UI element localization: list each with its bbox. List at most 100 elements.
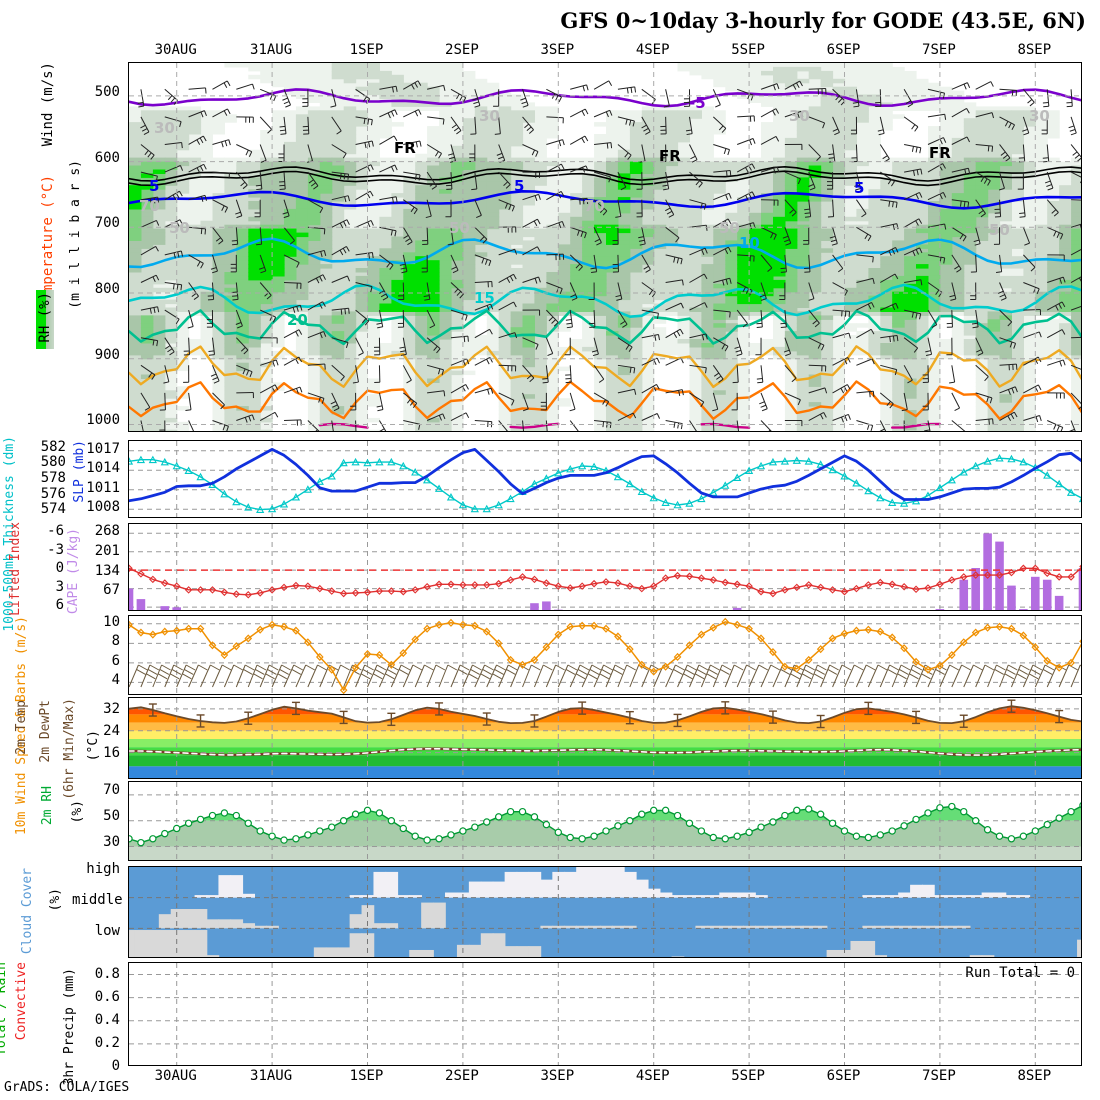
li-marker: [435, 580, 443, 589]
cape-lifted-index-panel[interactable]: [128, 523, 1082, 611]
rh-marker: [626, 817, 634, 825]
cape-bar: [160, 606, 170, 610]
contour-label: FR: [929, 144, 951, 162]
wind-marker: [375, 650, 384, 660]
cape-y-axis-ticks: 268 201 134 67: [84, 520, 124, 615]
li-marker: [1019, 564, 1028, 573]
thickness-marker: [1007, 454, 1016, 463]
axis-tick-4: 4: [111, 672, 120, 689]
wind-marker: [661, 662, 670, 671]
li-marker: [924, 584, 932, 592]
date-label-6sep: 6SEP: [826, 42, 861, 58]
li-marker: [232, 590, 241, 598]
axis-tick-800: 800: [94, 281, 120, 298]
wind-marker: [971, 628, 980, 637]
wind-marker: [649, 667, 658, 676]
temp2m-panel[interactable]: [128, 697, 1082, 779]
rh-marker: [948, 802, 956, 811]
date-label-1sep: 1SEP: [349, 1068, 384, 1084]
wind-marker: [757, 634, 765, 643]
thickness-marker: [411, 468, 420, 476]
li-marker: [129, 564, 133, 573]
rh-marker: [816, 810, 825, 818]
thickness-marker: [649, 493, 658, 502]
axis-tick-1017: 1017: [86, 440, 120, 457]
rh-marker: [208, 811, 217, 820]
rh-marker: [1019, 832, 1028, 840]
rh-marker: [745, 828, 753, 837]
thickness-marker: [220, 489, 229, 498]
rh-marker: [149, 835, 157, 843]
wind10m-panel[interactable]: [128, 615, 1082, 695]
wind-marker: [685, 641, 694, 650]
wind-marker: [459, 620, 467, 629]
slp-thickness-panel[interactable]: [128, 440, 1082, 518]
rh-marker: [840, 827, 849, 835]
cape-bar: [1031, 576, 1040, 610]
li-marker: [542, 579, 551, 587]
date-label-7sep: 7SEP: [922, 1068, 956, 1084]
precip-total-label-text: Total / Rain: [0, 962, 9, 1056]
wind-marker: [160, 627, 169, 636]
rh-marker: [494, 813, 503, 821]
cloud-label-text: Cloud Cover: [20, 868, 35, 955]
contour-label: 5: [149, 177, 159, 195]
cloud-row-label-middle: middle: [72, 892, 123, 908]
precip-panel[interactable]: Run Total = 0: [128, 962, 1082, 1066]
wind-marker: [673, 652, 682, 662]
date-label-4sep: 4SEP: [635, 1068, 670, 1084]
rh-marker: [721, 835, 729, 843]
wind-marker: [888, 633, 897, 642]
wind-marker: [936, 661, 944, 670]
wind-marker: [614, 632, 622, 641]
rh-marker: [232, 811, 241, 820]
wind-marker: [828, 634, 837, 643]
axis-tick-6: 6: [111, 652, 120, 669]
cloud-cover-panel[interactable]: [128, 866, 1082, 958]
wind-marker: [1067, 658, 1075, 667]
thickness-marker: [888, 498, 897, 506]
rh-marker: [244, 819, 252, 827]
rh2m-panel[interactable]: [128, 781, 1082, 861]
lifted-index-label-text: Lifted Index: [8, 522, 23, 616]
precip-total-label: Total / Rain: [0, 962, 9, 1060]
wind-marker: [602, 624, 610, 633]
wind-marker: [566, 622, 575, 631]
date-label-2sep: 2SEP: [445, 1068, 479, 1084]
thickness-marker: [530, 479, 539, 488]
li-marker: [1067, 573, 1075, 581]
thickness-marker: [911, 496, 921, 505]
li-marker: [184, 586, 193, 594]
thickness-marker: [458, 500, 468, 509]
run-total-label: Run Total = 0: [965, 965, 1075, 981]
contour-label: 50: [169, 219, 190, 237]
li-marker: [363, 588, 372, 597]
rh-marker: [1031, 827, 1040, 835]
thickness-marker: [852, 478, 861, 487]
li-marker: [745, 582, 753, 590]
thickness-marker: [756, 461, 766, 470]
rh-marker: [184, 819, 193, 827]
cape-bar: [1078, 568, 1081, 610]
li-marker: [757, 587, 765, 596]
thickness-marker: [148, 455, 157, 464]
wind-barbs: [137, 80, 1081, 431]
thickness-marker: [1055, 479, 1064, 488]
rh-marker: [1043, 820, 1051, 829]
axis-tick-67: 67: [103, 582, 120, 599]
wind-marker: [423, 624, 431, 633]
wind-marker: [554, 630, 563, 639]
li-marker: [471, 581, 479, 589]
upper-pressure-label-text: (m i l l i b a r s): [68, 160, 83, 309]
li-marker: [840, 587, 849, 596]
upper-cross-section-panel[interactable]: -5 FR FR FR 5 5 5 10 15 20 30 30 30 30 50 50 50 50 70 70: [128, 62, 1082, 432]
slp-y-axis-ticks: 1017 1014 1011 1008: [86, 436, 124, 521]
axis-tick-134: 134: [94, 562, 120, 579]
wind-marker: [995, 622, 1004, 631]
thickness-marker: [387, 457, 396, 466]
li-marker: [983, 571, 992, 579]
cape-bar: [959, 579, 969, 610]
axis-tick-1008: 1008: [86, 499, 120, 516]
li-marker: [172, 582, 181, 590]
contour-label: 50: [449, 219, 470, 237]
